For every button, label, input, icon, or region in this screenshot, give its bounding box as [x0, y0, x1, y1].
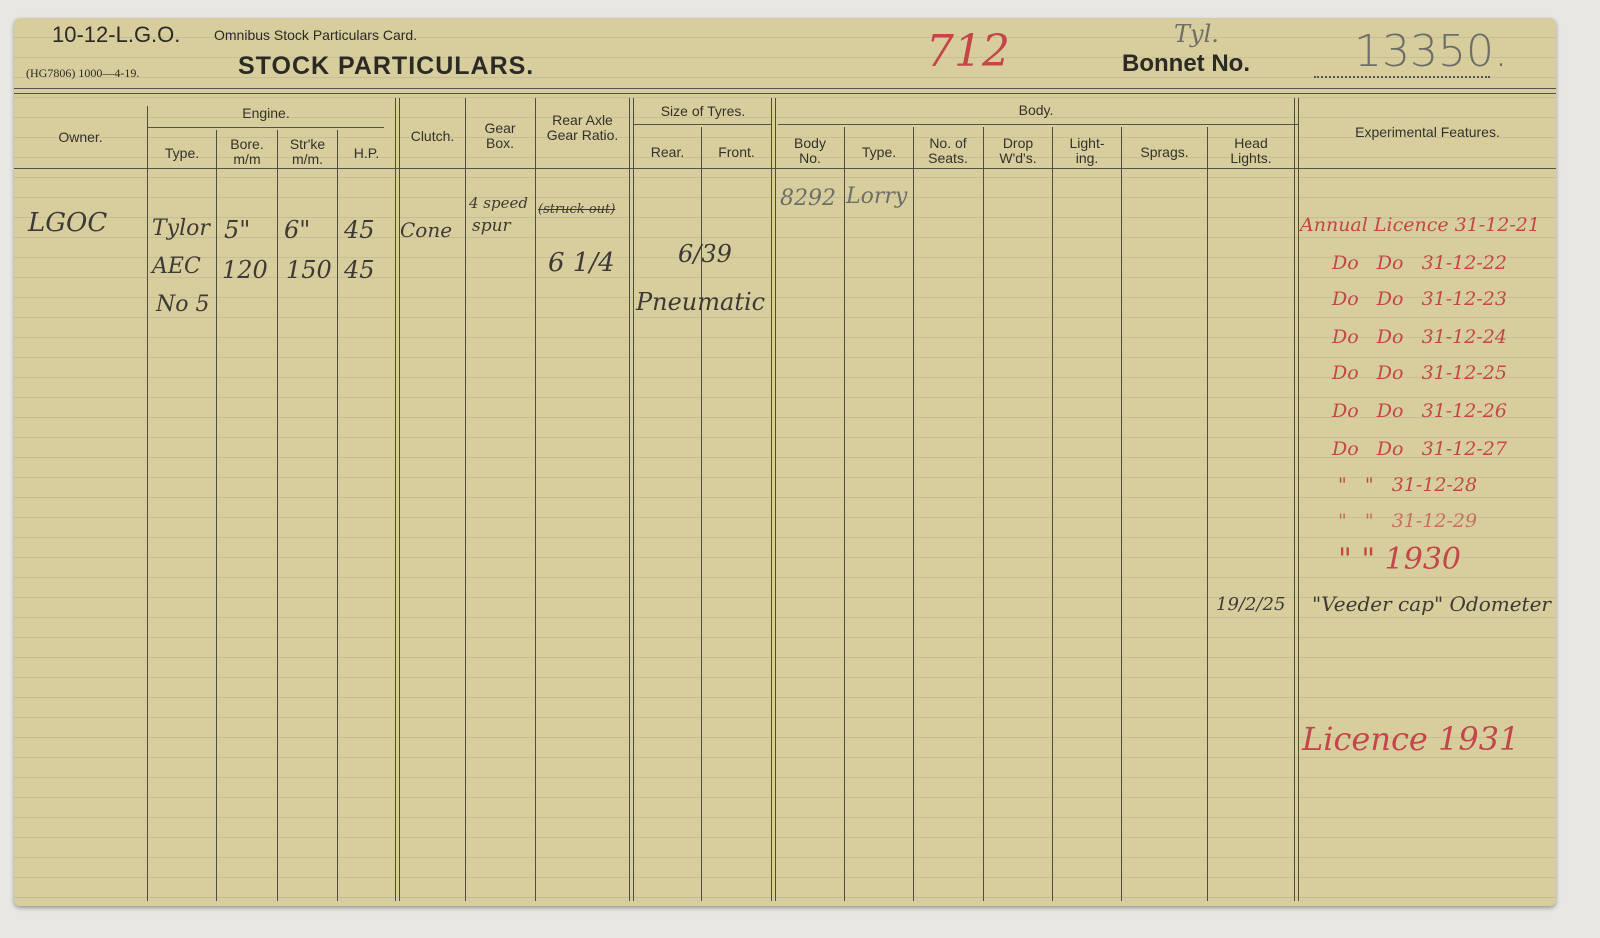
fleet-number: 712: [926, 26, 1010, 77]
tyre-size-entry: 6/39: [678, 240, 732, 268]
licence-entry: Do Do 31-12-22: [1332, 252, 1507, 274]
body-no-entry: 8292: [780, 186, 836, 211]
header-experimental: Experimental Features.: [1355, 124, 1500, 140]
rear-axle-struck-entry: (struck out): [538, 202, 616, 217]
engine-type-entry: No 5: [156, 292, 210, 317]
licence-entry: Annual Licence 31-12-21: [1300, 214, 1540, 236]
form-code: 10-12-L.G.O.: [52, 22, 181, 47]
header-tyre-front: Front.: [718, 144, 755, 160]
bore-entry: 5": [224, 216, 251, 244]
bonnet-label: Bonnet No.: [1122, 50, 1250, 77]
licence-entry: Do Do 31-12-26: [1332, 400, 1507, 422]
header-head-lights: Head Lights.: [1230, 135, 1272, 166]
tyre-type-entry: Pneumatic: [636, 288, 766, 316]
header-rear-axle: Rear Axle Gear Ratio.: [546, 112, 619, 143]
licence-1931-entry: Licence 1931: [1302, 720, 1520, 758]
engine-type-entry: AEC: [152, 254, 201, 279]
gear-box-entry: 4 speed: [469, 194, 528, 212]
header-body: Body.: [1018, 102, 1054, 118]
header-sprags: Sprags.: [1140, 144, 1189, 160]
licence-entry: Do Do 31-12-27: [1332, 438, 1507, 460]
licence-entry: Do Do 31-12-25: [1332, 362, 1507, 384]
gear-box-entry: spur: [472, 216, 511, 236]
header-tyres: Size of Tyres.: [660, 103, 746, 119]
header-gear-box: Gear Box.: [484, 120, 516, 151]
bonnet-annotation: Tyl.: [1174, 20, 1219, 48]
body-type-entry: Lorry: [846, 184, 908, 209]
licence-entry: " " 31-12-28: [1338, 474, 1478, 496]
bore-entry: 120: [222, 256, 268, 284]
engine-type-entry: Tylor: [152, 216, 210, 241]
licence-entry: Do Do 31-12-23: [1332, 288, 1507, 310]
header-body-no: Body No.: [794, 135, 826, 166]
stock-particulars-card: 10-12-L.G.O. Omnibus Stock Particulars C…: [14, 18, 1556, 906]
licence-entry: " " 1930: [1338, 542, 1462, 577]
header-seats: No. of Seats.: [928, 135, 968, 166]
stroke-entry: 150: [286, 256, 332, 284]
card-subtitle: Omnibus Stock Particulars Card.: [214, 27, 418, 43]
header-drop: Drop W'd's.: [999, 135, 1037, 166]
header-tyre-rear: Rear.: [650, 144, 685, 160]
header-lighting: Light- ing.: [1069, 135, 1105, 166]
header-hp: H.P.: [353, 145, 380, 161]
header-engine: Engine.: [242, 105, 290, 121]
bonnet-dots: [1314, 76, 1490, 78]
stroke-entry: 6": [284, 216, 311, 244]
header-bore: Bore. m/m: [230, 136, 264, 167]
header-body-type: Type.: [861, 144, 897, 160]
clutch-entry: Cone: [400, 218, 453, 242]
header-clutch: Clutch.: [410, 128, 455, 144]
header-stroke: Str'ke m/m.: [289, 136, 326, 167]
bonnet-number: 13350.: [1354, 26, 1508, 77]
header-owner: Owner.: [58, 129, 103, 145]
hp-entry: 45: [344, 216, 375, 244]
print-ref: (HG7806) 1000—4-19.: [26, 66, 140, 80]
rear-axle-entry: 6 1/4: [548, 248, 615, 278]
header-engine-type: Type.: [164, 145, 200, 161]
licence-entry: " " 31-12-29: [1338, 510, 1478, 532]
odometer-entry: "Veeder cap" Odometer: [1312, 592, 1551, 616]
licence-entry: Do Do 31-12-24: [1332, 326, 1507, 348]
head-lights-date-entry: 19/2/25: [1216, 594, 1286, 615]
card-title: STOCK PARTICULARS.: [238, 52, 535, 80]
owner-entry: LGOC: [28, 208, 108, 238]
hp-entry: 45: [344, 256, 375, 284]
